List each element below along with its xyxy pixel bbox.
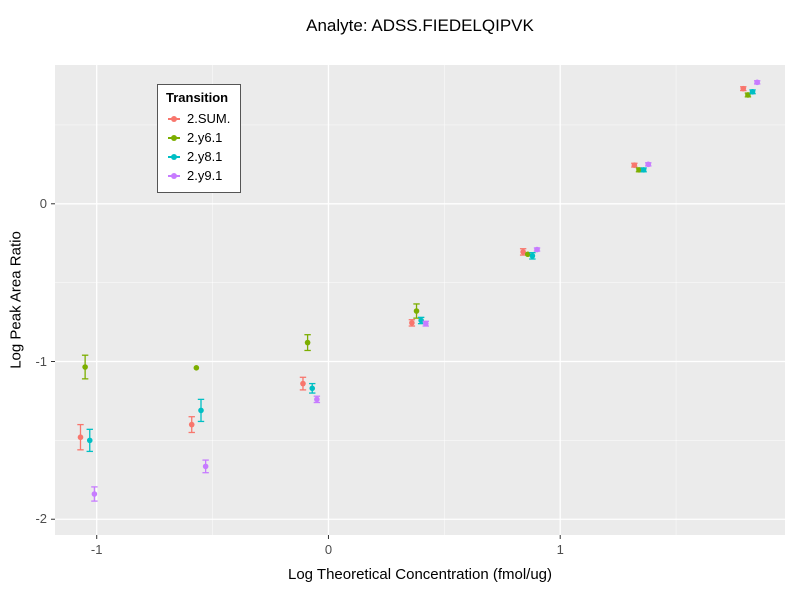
y-axis-title: Log Peak Area Ratio — [7, 231, 25, 369]
data-point — [520, 249, 526, 255]
data-point — [745, 92, 751, 98]
data-point — [304, 339, 311, 346]
data-point — [413, 308, 420, 314]
y-tick-label: -2 — [35, 511, 47, 527]
data-point — [640, 167, 647, 173]
data-point — [409, 320, 415, 326]
legend-item-label: 2.y8.1 — [187, 149, 223, 164]
data-point — [534, 246, 540, 253]
x-tick-label: 1 — [556, 542, 564, 557]
pointrange-key-icon — [166, 168, 182, 184]
data-point — [631, 162, 638, 168]
data-point — [749, 89, 756, 95]
data-point — [202, 463, 209, 470]
chart-title: Analyte: ADSS.FIEDELQIPVK — [306, 16, 534, 35]
data-point — [86, 437, 93, 444]
data-point — [77, 434, 84, 441]
data-point — [754, 79, 760, 86]
legend-item: 2.y6.1 — [166, 128, 230, 147]
data-point — [422, 320, 429, 327]
legend-item-label: 2.y6.1 — [187, 130, 223, 145]
data-point — [314, 396, 320, 403]
pointrange-key-icon — [166, 111, 182, 127]
x-tick-label: -1 — [90, 542, 103, 557]
data-point — [300, 380, 306, 387]
pointrange-key-icon — [166, 149, 182, 165]
data-point — [198, 407, 204, 414]
data-point — [740, 85, 747, 92]
y-tick-label: -1 — [35, 353, 47, 369]
x-axis-title: Log Theoretical Concentration (fmol/ug) — [287, 566, 553, 583]
legend-item: 2.SUM. — [166, 109, 230, 128]
data-point — [193, 365, 200, 371]
data-point — [188, 421, 195, 428]
data-point — [529, 253, 536, 259]
data-point — [524, 251, 531, 258]
legend: Transition 2.SUM. 2.y6.1 2.y8.1 2.y9.1 — [157, 84, 242, 193]
data-point — [636, 167, 642, 173]
data-point — [645, 161, 652, 168]
legend-item-label: 2.SUM. — [187, 111, 231, 126]
pointrange-key-icon — [166, 130, 182, 146]
data-point — [418, 317, 424, 324]
y-tick-label: 0 — [39, 195, 47, 211]
legend-item: 2.y9.1 — [166, 166, 230, 185]
data-point — [309, 385, 316, 392]
x-tick-label: 0 — [324, 542, 333, 557]
data-point — [91, 491, 98, 497]
legend-title: Transition — [166, 90, 229, 105]
legend-item-label: 2.y9.1 — [187, 168, 223, 183]
legend-item: 2.y8.1 — [166, 147, 230, 166]
data-point — [82, 364, 88, 370]
